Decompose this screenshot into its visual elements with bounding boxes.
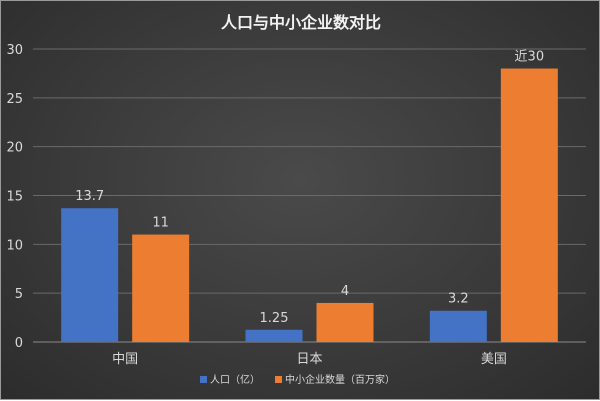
bars <box>61 68 558 343</box>
gridlines <box>33 48 586 343</box>
x-axis-categories: 中国 日本 美国 <box>112 352 507 367</box>
y-tick-label: 0 <box>15 336 23 351</box>
data-label: 近30 <box>515 50 545 65</box>
bar-sme-count-2 <box>500 68 558 343</box>
y-tick-label: 30 <box>6 43 23 58</box>
data-labels: 13.7 11 1.25 4 3.2 近30 <box>75 50 544 326</box>
category-label: 日本 <box>296 352 322 367</box>
legend-label: 人口（亿） <box>210 373 260 386</box>
data-label: 11 <box>152 216 169 231</box>
legend-swatch <box>200 376 207 383</box>
bar-population-0 <box>61 208 119 342</box>
category-label: 中国 <box>112 352 138 367</box>
y-tick-label: 10 <box>6 238 23 253</box>
category-label: 美国 <box>481 352 507 367</box>
data-label: 13.7 <box>75 189 104 204</box>
y-tick-label: 15 <box>6 190 23 205</box>
data-label: 3.2 <box>448 292 469 307</box>
y-tick-label: 20 <box>6 141 23 156</box>
data-label: 1.25 <box>260 311 289 326</box>
data-label: 4 <box>341 284 349 299</box>
bar-sme-count-1 <box>316 302 374 342</box>
y-tick-label: 25 <box>6 92 23 107</box>
legend-label: 中小企业数量（百万家） <box>285 373 395 386</box>
chart-title: 人口与中小企业数对比 <box>221 13 381 32</box>
legend-swatch <box>275 376 282 383</box>
y-axis-ticks: 0 5 10 15 20 25 30 <box>6 43 23 351</box>
legend: 人口（亿） 中小企业数量（百万家） <box>200 373 395 386</box>
y-tick-label: 5 <box>15 287 23 302</box>
bar-population-2 <box>429 310 487 342</box>
bar-population-1 <box>245 329 303 342</box>
bar-sme-count-0 <box>132 234 190 342</box>
